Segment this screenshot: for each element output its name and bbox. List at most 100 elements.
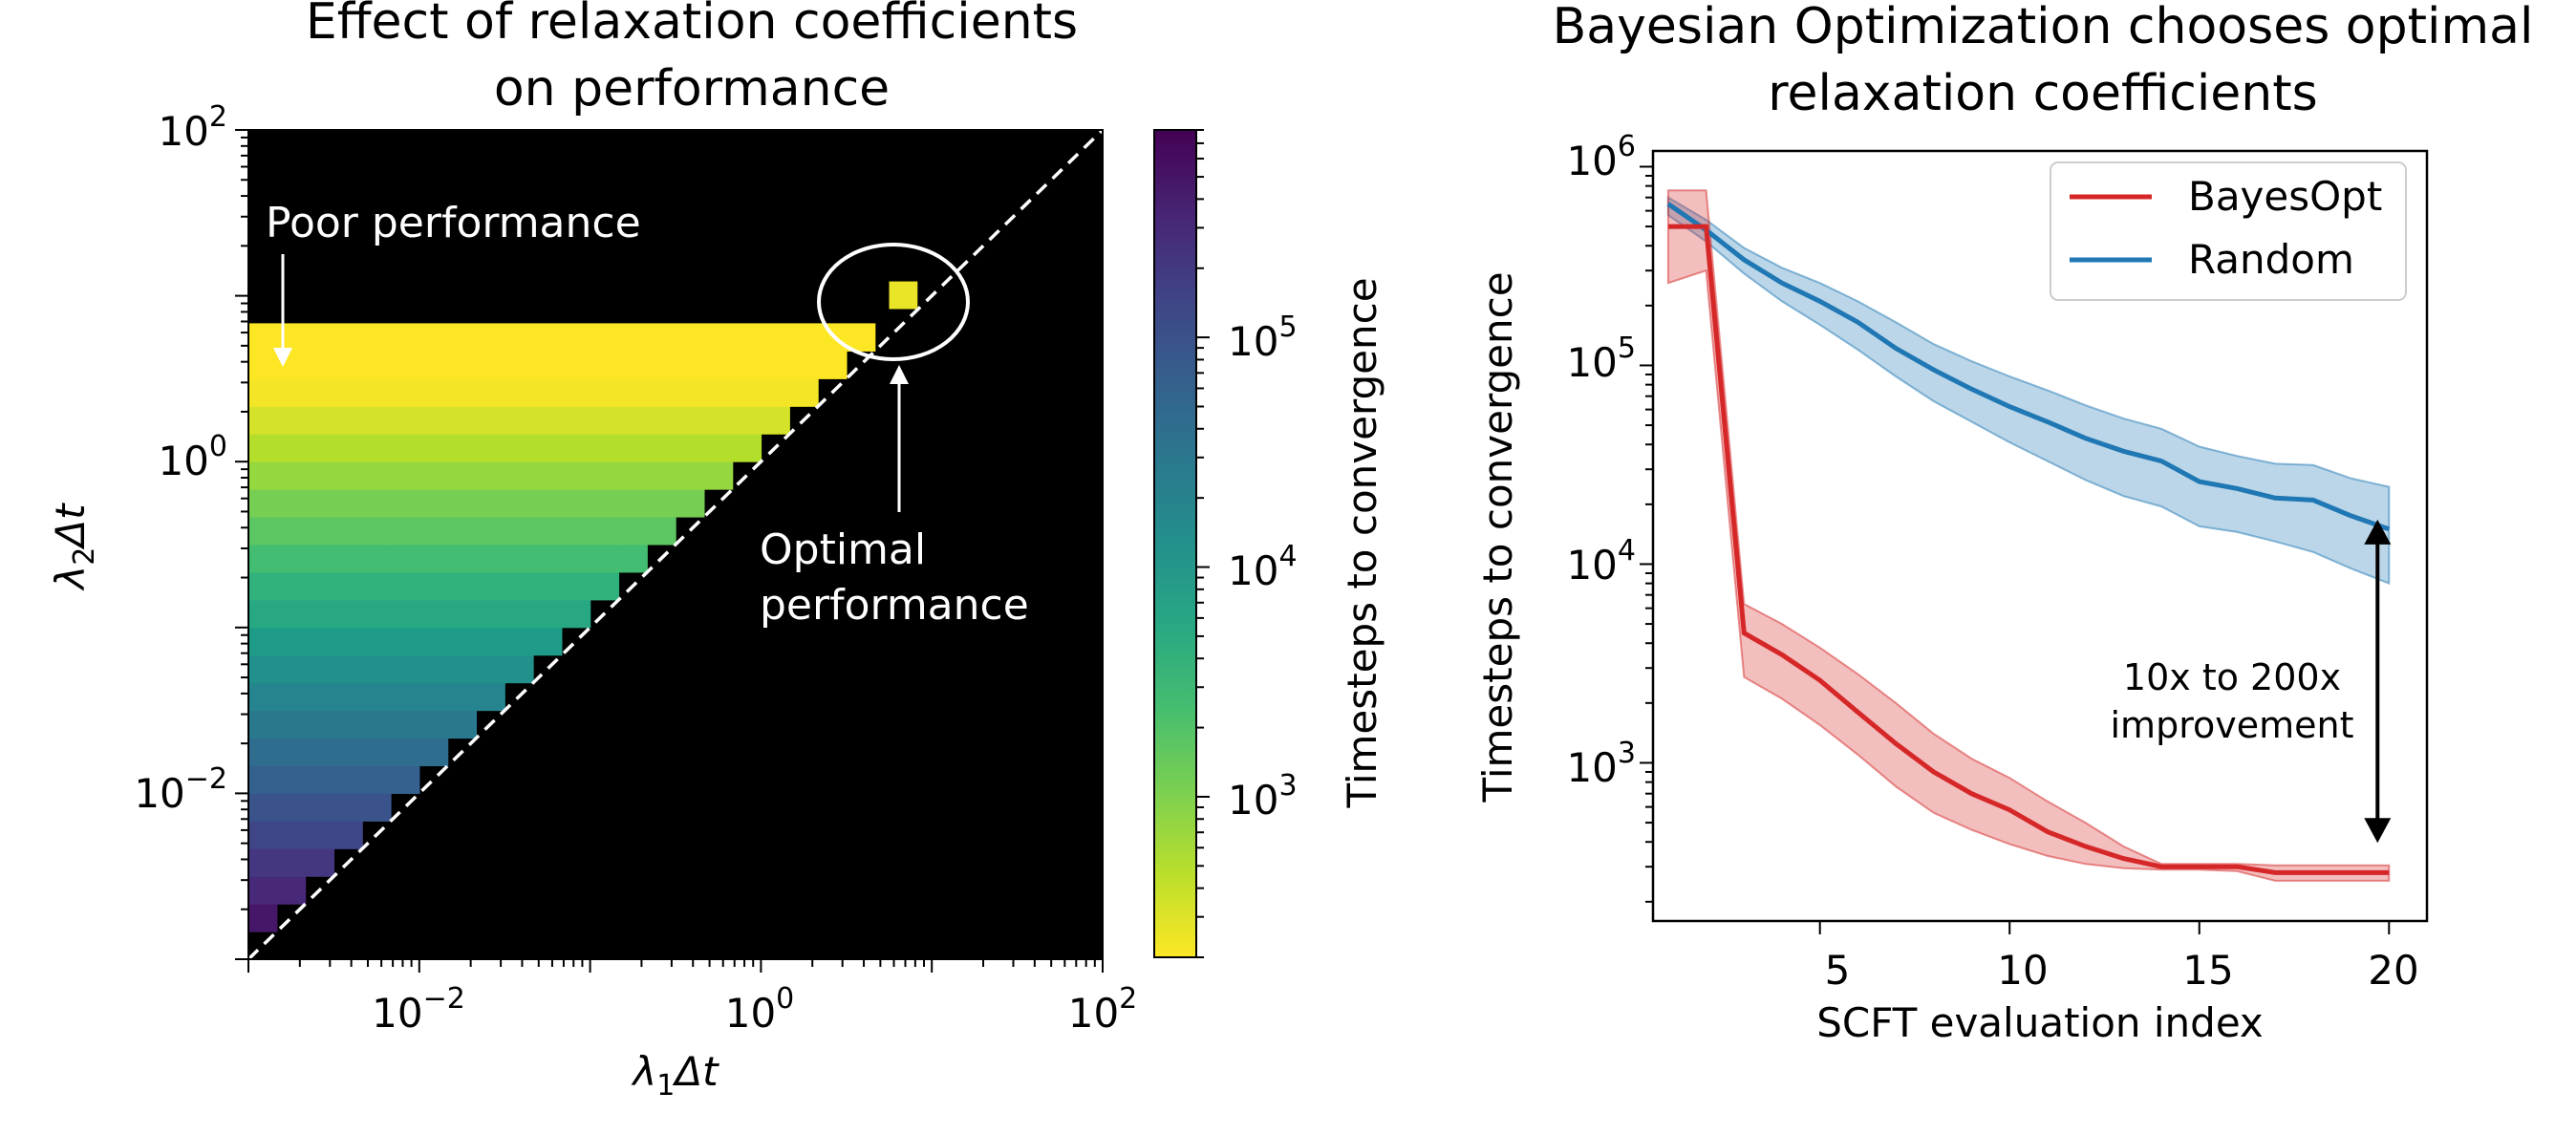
heatmap-cell xyxy=(333,571,363,601)
heatmap-cell xyxy=(647,351,676,379)
heatmap-cell xyxy=(391,710,420,739)
heatmap-cell xyxy=(419,571,449,601)
heatmap-cell xyxy=(391,323,420,352)
heatmap-cell xyxy=(561,599,591,629)
heatmap-cell xyxy=(333,489,363,518)
heatmap-cell xyxy=(476,571,505,601)
heatmap-cell xyxy=(476,627,505,656)
heatmap-cell xyxy=(276,571,307,601)
line-chart-y-tick-label: 103 xyxy=(1566,737,1636,791)
heatmap-cell xyxy=(447,434,478,462)
heatmap-cell xyxy=(732,351,762,379)
heatmap-cell xyxy=(618,544,648,573)
heatmap-cell xyxy=(476,654,505,684)
heatmap-cell xyxy=(561,434,591,462)
heatmap-cell xyxy=(703,378,734,407)
heatmap-cell xyxy=(447,654,478,684)
heatmap-cell xyxy=(533,516,563,546)
heatmap-cell xyxy=(533,571,563,601)
heatmap-cell xyxy=(362,378,392,407)
heatmap-cell xyxy=(676,461,705,490)
line-chart-y-tick-label: 106 xyxy=(1566,130,1636,184)
heatmap-cell xyxy=(333,793,363,822)
heatmap-cell xyxy=(419,378,449,407)
heatmap-cell xyxy=(305,765,335,794)
heatmap-cell xyxy=(419,599,449,629)
heatmap-cell xyxy=(391,406,420,435)
heatmap-cell xyxy=(276,378,307,407)
heatmap-x-axis-label: λ1Δt xyxy=(631,1048,719,1103)
heatmap-cell xyxy=(618,351,648,379)
heatmap-cell xyxy=(305,627,335,656)
heatmap-cell xyxy=(276,793,307,822)
heatmap-cell xyxy=(248,599,278,629)
heatmap-cell xyxy=(248,516,278,546)
heatmap-cell xyxy=(818,351,848,379)
heatmap-cell xyxy=(504,571,534,601)
heatmap-cell xyxy=(391,654,420,684)
heatmap-cell xyxy=(248,821,278,849)
line-chart-panel: Bayesian Optimization chooses optimal re… xyxy=(1474,0,2533,1046)
heatmap-cell xyxy=(732,434,762,462)
heatmap-x-tick-label: 100 xyxy=(725,982,795,1037)
colorbar-tick-label: 103 xyxy=(1228,769,1298,824)
heatmap-cell xyxy=(504,461,534,490)
heatmap-cell xyxy=(419,406,449,435)
heatmap-cell xyxy=(362,599,392,629)
line-chart-title-line-1: Bayesian Optimization chooses optimal xyxy=(1553,0,2534,55)
heatmap-cell xyxy=(362,682,392,712)
heatmap-cell xyxy=(647,406,676,435)
heatmap-cell xyxy=(504,378,534,407)
heatmap-panel: Effect of relaxation coefficients on per… xyxy=(47,0,1137,1103)
heatmap-frame xyxy=(247,129,1104,960)
heatmap-cell xyxy=(419,654,449,684)
heatmap-cell xyxy=(476,682,505,712)
heatmap-cell xyxy=(561,571,591,601)
heatmap-cell xyxy=(447,544,478,573)
heatmap-cell xyxy=(391,765,420,794)
heatmap-cell xyxy=(362,461,392,490)
optimal-performance-label-line-2: performance xyxy=(760,581,1029,630)
heatmap-cell xyxy=(561,406,591,435)
heatmap-cell xyxy=(590,351,620,379)
heatmap-cell xyxy=(362,323,392,352)
heatmap-cell xyxy=(305,378,335,407)
bayesopt-confidence-band xyxy=(1666,189,2391,882)
heatmap-cell xyxy=(248,627,278,656)
heatmap-cell xyxy=(703,406,734,435)
heatmap-cell xyxy=(419,434,449,462)
heatmap-cell xyxy=(248,848,278,877)
heatmap-cell xyxy=(647,434,676,462)
legend-label-bayesopt: BayesOpt xyxy=(2188,173,2382,220)
heatmap-cell xyxy=(248,904,278,932)
heatmap-cell xyxy=(476,378,505,407)
heatmap-cell xyxy=(333,682,363,712)
heatmap-cell xyxy=(333,710,363,739)
heatmap-cell xyxy=(362,793,392,822)
heatmap-cell xyxy=(732,378,762,407)
heatmap-cell xyxy=(476,599,505,629)
heatmap-cell xyxy=(761,378,790,407)
heatmap-cell xyxy=(647,489,676,518)
heatmap-cell xyxy=(676,434,705,462)
heatmap-cell xyxy=(476,323,505,352)
heatmap-y-tick-label: 10−2 xyxy=(134,762,227,817)
heatmap-cell xyxy=(276,765,307,794)
heatmap-cell xyxy=(276,738,307,767)
heatmap-cell xyxy=(362,406,392,435)
heatmap-cell xyxy=(590,571,620,601)
heatmap-cell xyxy=(618,461,648,490)
heatmap-cell xyxy=(533,351,563,379)
heatmap-cell xyxy=(561,489,591,518)
heatmap-cell xyxy=(391,516,420,546)
heatmap-cell xyxy=(447,516,478,546)
heatmap-cell xyxy=(248,738,278,767)
heatmap-cell xyxy=(676,378,705,407)
heatmap-cell xyxy=(248,406,278,435)
heatmap-cell xyxy=(276,654,307,684)
heatmap-cell xyxy=(248,876,278,905)
heatmap-cell xyxy=(362,351,392,379)
colorbar-ticks xyxy=(1196,129,1210,958)
heatmap-cell xyxy=(305,489,335,518)
